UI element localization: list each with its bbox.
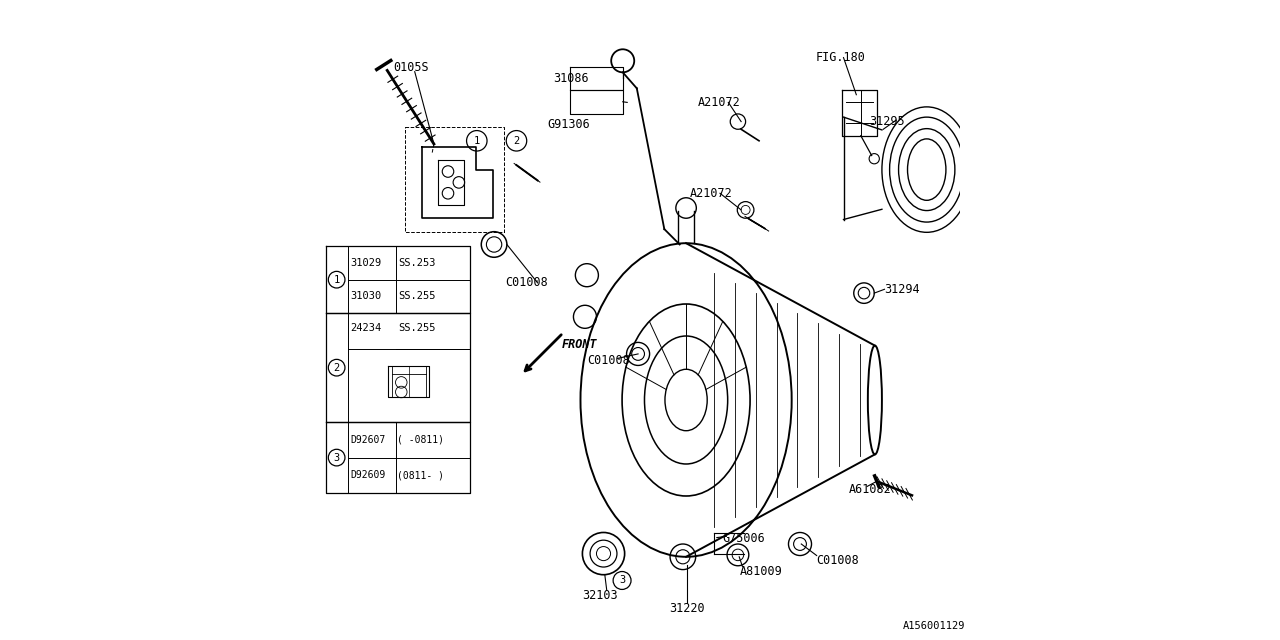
Text: 0105S: 0105S	[394, 61, 429, 74]
Text: A81009: A81009	[740, 565, 782, 578]
Text: 31030: 31030	[351, 291, 381, 301]
Text: SS.253: SS.253	[399, 258, 436, 268]
Text: SS.255: SS.255	[399, 291, 436, 301]
Text: G91306: G91306	[548, 118, 590, 131]
Text: G75006: G75006	[722, 532, 764, 545]
Text: SS.255: SS.255	[399, 323, 436, 333]
Text: 1: 1	[474, 136, 480, 146]
Text: 2: 2	[513, 136, 520, 146]
Text: (0811- ): (0811- )	[397, 470, 444, 480]
Text: 31295: 31295	[869, 115, 905, 128]
Text: 24234: 24234	[351, 323, 381, 333]
Text: 32103: 32103	[582, 589, 618, 602]
Text: 2: 2	[334, 363, 339, 372]
Text: 31029: 31029	[351, 258, 381, 268]
Text: A156001129: A156001129	[902, 621, 965, 631]
Text: FRONT: FRONT	[561, 338, 596, 351]
Text: A21072: A21072	[690, 187, 732, 200]
Text: A21072: A21072	[698, 96, 740, 109]
Text: A61082: A61082	[850, 483, 892, 496]
Text: 3: 3	[334, 452, 339, 463]
Text: D92607: D92607	[351, 435, 387, 445]
Text: 31220: 31220	[668, 602, 704, 614]
Text: 31294: 31294	[884, 283, 920, 296]
Text: 3: 3	[620, 575, 625, 586]
Text: D92609: D92609	[351, 470, 387, 480]
Text: C01008: C01008	[506, 276, 548, 289]
Text: FIG.180: FIG.180	[817, 51, 865, 64]
Text: 31086: 31086	[554, 72, 589, 84]
Text: C01008: C01008	[586, 354, 630, 367]
Text: 1: 1	[334, 275, 339, 285]
Text: C01008: C01008	[817, 554, 859, 567]
Text: ( -0811): ( -0811)	[397, 435, 444, 445]
